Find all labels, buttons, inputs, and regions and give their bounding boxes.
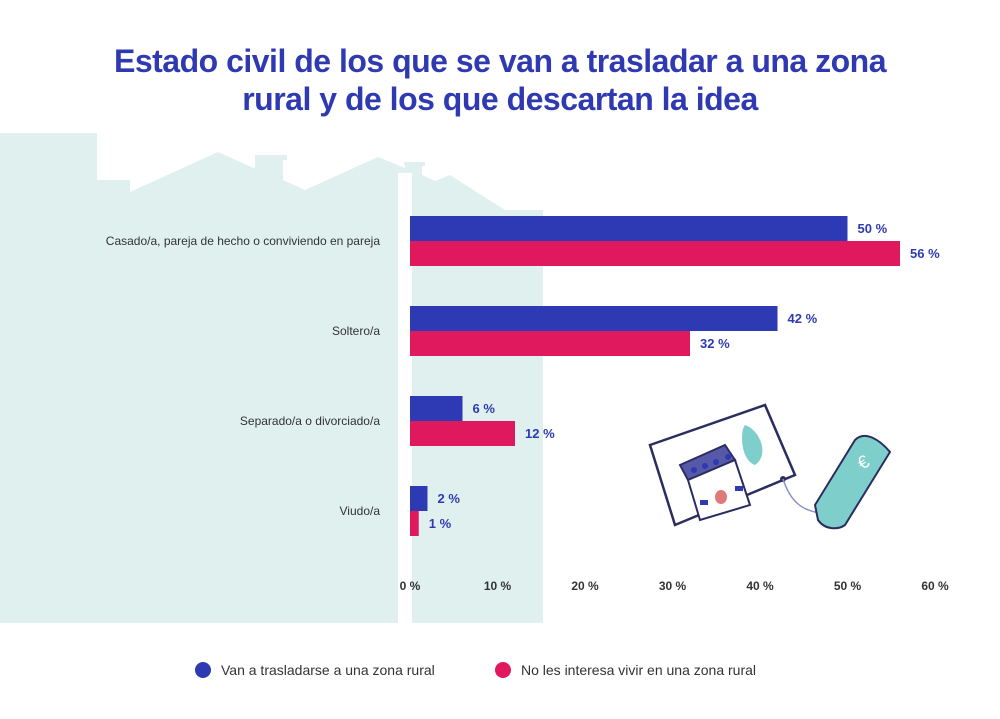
bar-series1 — [410, 216, 848, 241]
bar-series1 — [410, 306, 778, 331]
white-strip — [398, 173, 412, 625]
data-label: 32 % — [700, 336, 730, 351]
house-sale-illustration: € — [648, 403, 892, 530]
legend-item-series1: Van a trasladarse a una zona rural — [195, 662, 435, 678]
category-label: Separado/a o divorciado/a — [240, 414, 380, 428]
x-tick-label: 60 % — [921, 579, 949, 593]
title-line-1: Estado civil de los que se van a traslad… — [113, 43, 887, 79]
x-tick-label: 40 % — [746, 579, 774, 593]
x-tick-label: 10 % — [484, 579, 512, 593]
legend-label-series2: No les interesa vivir en una zona rural — [521, 662, 757, 678]
data-label: 6 % — [473, 401, 496, 416]
data-label: 2 % — [438, 491, 461, 506]
category-label: Viudo/a — [340, 504, 381, 518]
bar-series1 — [410, 486, 428, 511]
legend-swatch-series1 — [195, 662, 211, 678]
data-label: 1 % — [429, 516, 452, 531]
legend-label-series1: Van a trasladarse a una zona rural — [221, 662, 435, 678]
category-label: Casado/a, pareja de hecho o conviviendo … — [106, 234, 381, 248]
data-label: 56 % — [910, 246, 940, 261]
data-label: 12 % — [525, 426, 555, 441]
bar-series2 — [410, 421, 515, 446]
data-label: 50 % — [858, 221, 888, 236]
legend-swatch-series2 — [495, 662, 511, 678]
bar-series1 — [410, 396, 463, 421]
bar-series2 — [410, 241, 900, 266]
x-tick-label: 30 % — [659, 579, 687, 593]
bar-series2 — [410, 331, 690, 356]
data-label: 42 % — [788, 311, 818, 326]
title-line-2: rural y de los que descartan la idea — [242, 81, 758, 117]
legend-item-series2: No les interesa vivir en una zona rural — [495, 662, 756, 678]
x-tick-label: 50 % — [834, 579, 862, 593]
category-label: Soltero/a — [332, 324, 380, 338]
x-tick-label: 0 % — [400, 579, 421, 593]
bar-series2 — [410, 511, 419, 536]
chart-title: Estado civil de los que se van a traslad… — [0, 42, 1000, 118]
rooftop-silhouette — [0, 133, 543, 623]
x-tick-label: 20 % — [571, 579, 599, 593]
